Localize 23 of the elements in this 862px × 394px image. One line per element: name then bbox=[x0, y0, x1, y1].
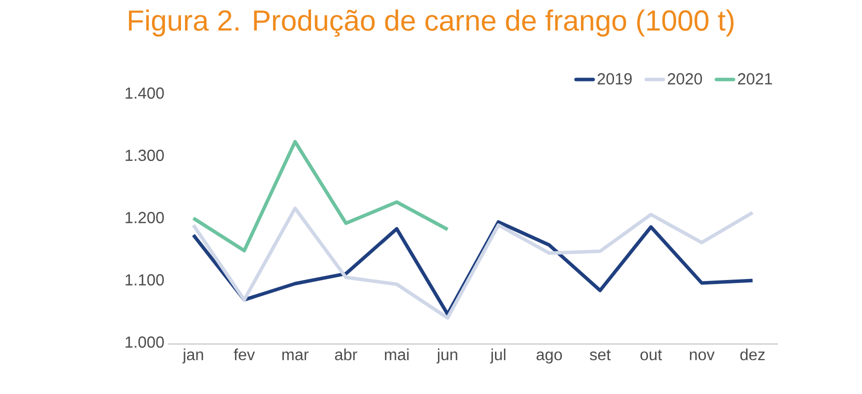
x-tick-label: jan bbox=[182, 348, 204, 364]
x-tick-label: abr bbox=[335, 348, 358, 360]
x-tick-label: nov bbox=[690, 352, 715, 360]
x-tick-label: mar bbox=[282, 352, 309, 360]
x-tick-label: dez bbox=[740, 348, 765, 360]
legend-label: 2019 bbox=[598, 73, 632, 84]
y-tick-label: 1.400 bbox=[126, 87, 164, 99]
y-tick-label: 1.100 bbox=[126, 274, 164, 286]
x-tick-label: mai bbox=[384, 348, 409, 360]
x-tick-label: jun bbox=[436, 348, 458, 364]
x-tick-label: jul bbox=[490, 348, 506, 364]
legend-label: 2021 bbox=[738, 73, 772, 84]
x-tick-label: fev bbox=[234, 348, 255, 360]
x-tick-label: out bbox=[640, 350, 662, 360]
line-series bbox=[192, 206, 754, 320]
line-series bbox=[192, 140, 450, 252]
chart-title: Figura 2. Produção de carne de frango (1000 t) bbox=[128, 10, 734, 37]
legend-label: 2020 bbox=[668, 73, 702, 84]
y-tick-label: 1.200 bbox=[126, 212, 164, 224]
x-tick-label: ago bbox=[536, 352, 562, 364]
x-tick-label: set bbox=[590, 350, 611, 360]
y-tick-label: 1.000 bbox=[126, 336, 164, 348]
y-tick-label: 1.300 bbox=[126, 150, 164, 162]
